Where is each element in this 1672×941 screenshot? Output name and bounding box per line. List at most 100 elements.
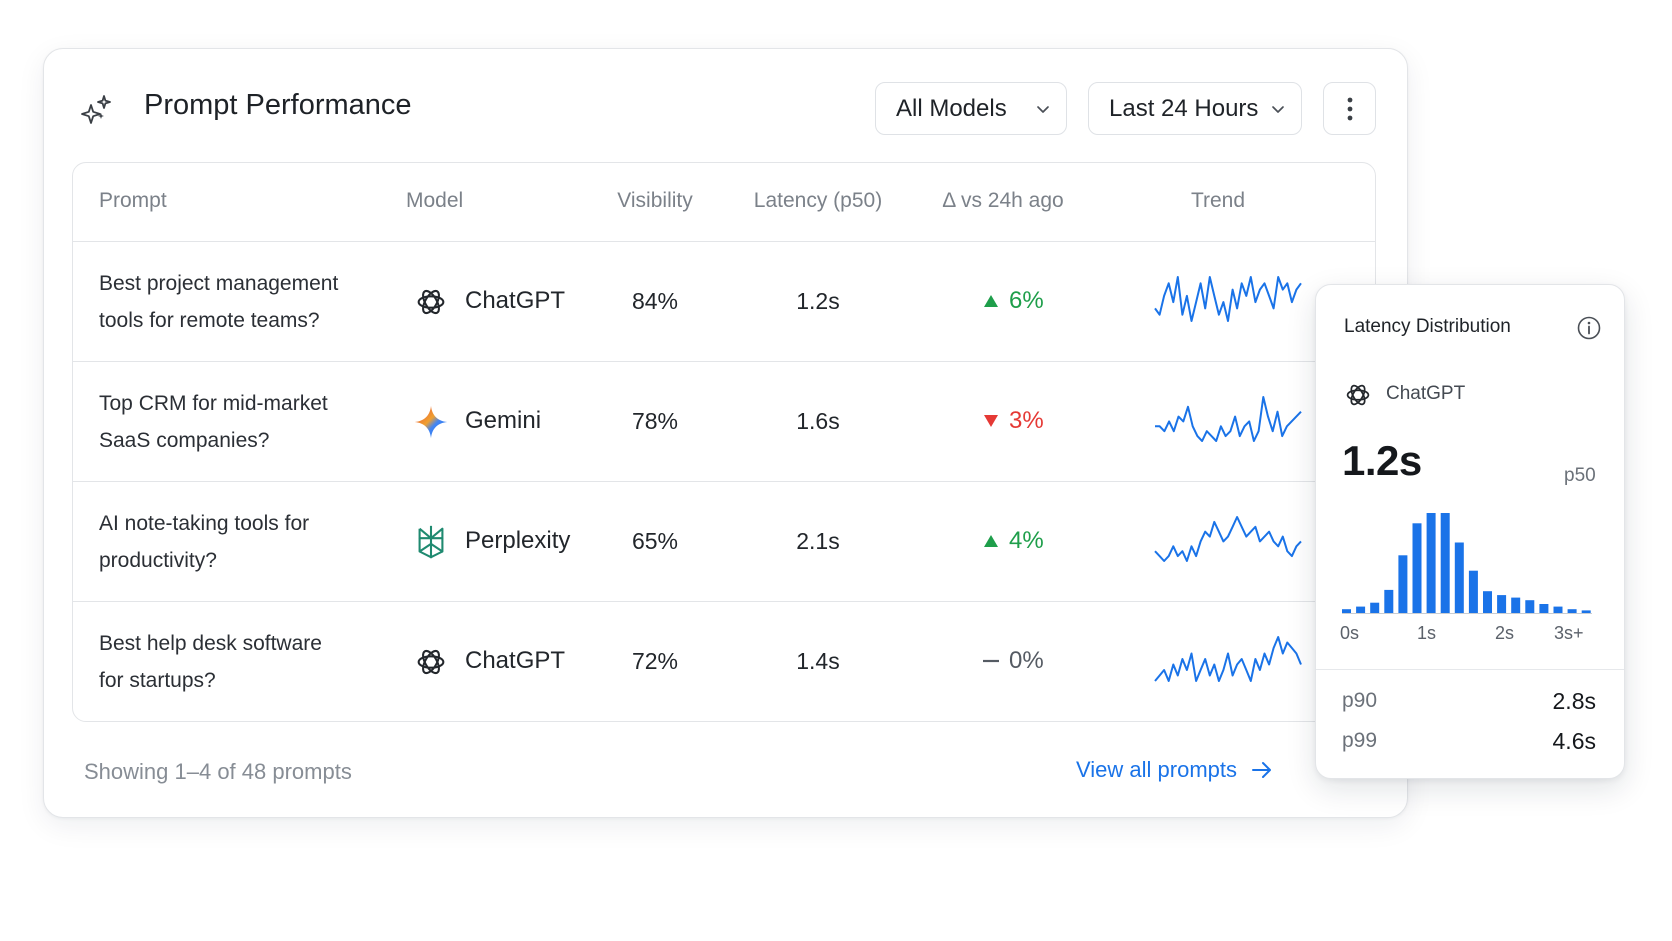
pagination-summary: Showing 1–4 of 48 prompts [84, 759, 352, 784]
histogram-bar [1581, 610, 1591, 613]
p90-label: p90 [1342, 689, 1378, 712]
info-icon[interactable] [1576, 315, 1602, 341]
perplexity-logo-icon [418, 525, 444, 559]
model-name: Perplexity [465, 527, 571, 554]
table-row[interactable]: Best help desk software for startups? Chat… [73, 601, 1375, 721]
histogram-bar [1384, 589, 1394, 613]
sparkline-path [1154, 636, 1302, 682]
table-row[interactable]: AI note-taking tools for productivity? Per… [73, 481, 1375, 602]
popover-model-name: ChatGPT [1386, 383, 1466, 404]
models-dropdown[interactable]: All Models [875, 82, 1067, 135]
latency-value: 1.6s [796, 408, 840, 434]
trend-sparkline [1155, 396, 1302, 442]
trend-sparkline [1154, 276, 1302, 322]
p90-value: 2.8s [1552, 688, 1596, 714]
prompt-text: Best help desk software for startups? [99, 625, 369, 699]
histogram-axis-label-2s: 2s [1495, 623, 1515, 643]
histogram-bar [1567, 609, 1577, 613]
trend-up-icon [984, 295, 998, 307]
chevron-down-icon [1272, 106, 1284, 113]
column-header-latency: Latency (p50) [753, 189, 883, 212]
trend-sparkline [1154, 636, 1302, 682]
prompts-table: Prompt Model Visibility Latency (p50) Δ … [72, 162, 1376, 722]
view-all-prompts-link[interactable]: View all prompts [1076, 757, 1273, 783]
prompt-performance-card: Prompt Performance All Models Last 24 Ho… [43, 48, 1408, 818]
histogram-axis-label-0s: 0s [1340, 623, 1360, 643]
histogram-axis-label-3s-plus: 3s+ [1554, 623, 1584, 643]
popover-title: Latency Distribution [1344, 316, 1511, 337]
latency-histogram [1342, 513, 1592, 614]
sparkles-icon [81, 95, 111, 124]
histogram-bar [1539, 604, 1549, 613]
page-title: Prompt Performance [144, 89, 412, 121]
view-all-prompts-label: View all prompts [1076, 757, 1237, 782]
table-header: Prompt Model Visibility Latency (p50) Δ … [73, 163, 1375, 242]
latency-value: 1.2s [796, 288, 840, 314]
openai-logo-icon [417, 289, 445, 315]
openai-logo-icon [1346, 384, 1370, 406]
histogram-bar [1356, 606, 1366, 613]
prompt-line: Best help desk software [99, 632, 322, 655]
model-name: Gemini [465, 407, 542, 434]
p99-value: 4.6s [1552, 728, 1596, 754]
openai-logo-icon [417, 649, 445, 675]
popover-divider [1316, 669, 1624, 670]
histogram-bar [1426, 513, 1436, 613]
arrow-right-icon [1252, 762, 1271, 778]
sparkline-path [1155, 396, 1302, 442]
latency-value: 1.4s [796, 648, 840, 674]
visibility-value: 72% [631, 648, 679, 674]
prompt-text: Top CRM for mid-market SaaS companies? [99, 385, 369, 459]
prompt-text: AI note-taking tools for productivity? [99, 505, 369, 579]
delta-text: 0% [1009, 647, 1044, 674]
p99-label: p99 [1342, 729, 1378, 752]
chevron-down-icon [1037, 106, 1049, 113]
model-name: ChatGPT [465, 647, 566, 674]
histogram-bar [1497, 595, 1507, 613]
histogram-bar [1398, 555, 1408, 613]
sparkline-path [1154, 516, 1302, 562]
visibility-value: 65% [631, 528, 679, 554]
model-name: ChatGPT [465, 287, 566, 314]
sparkline-path [1154, 276, 1302, 322]
histogram-bar [1412, 523, 1422, 613]
gemini-logo-icon [414, 405, 448, 439]
histogram-bar [1342, 609, 1351, 613]
latency-distribution-popover: Latency Distribution ChatGPT 1.2s p50 0s… [1315, 284, 1625, 779]
histogram-bar [1468, 570, 1478, 613]
trend-flat-icon [983, 659, 999, 663]
histogram-axis-label-1s: 1s [1417, 623, 1437, 643]
histogram-bar [1370, 602, 1380, 613]
prompt-text: Best project management tools for remote … [99, 265, 369, 339]
column-header-visibility: Visibility [617, 189, 693, 212]
column-header-delta: Δ vs 24h ago [942, 189, 1064, 212]
more-options-button[interactable] [1323, 82, 1376, 135]
histogram-bar [1553, 606, 1563, 613]
trend-up-icon [984, 535, 998, 547]
delta-text: 3% [1009, 407, 1044, 434]
popover-latency-value: 1.2s [1342, 437, 1422, 484]
delta-text: 4% [1009, 527, 1044, 554]
column-header-prompt: Prompt [99, 189, 167, 212]
column-header-model: Model [406, 189, 464, 212]
prompt-line: Top CRM for mid-market [99, 392, 328, 415]
prompt-line: SaaS companies? [99, 429, 270, 452]
time-range-dropdown[interactable]: Last 24 Hours [1088, 82, 1302, 135]
delta-value: 3% [983, 407, 1044, 435]
histogram-bar [1483, 591, 1492, 613]
delta-value: 6% [983, 287, 1044, 315]
delta-text: 6% [1009, 287, 1044, 314]
table-row[interactable]: Best project management tools for remote … [73, 241, 1375, 362]
histogram-bar [1511, 597, 1521, 613]
models-dropdown-label: All Models [896, 94, 1007, 122]
histogram-bar [1440, 513, 1450, 613]
histogram-bar [1454, 542, 1464, 613]
delta-value: 0% [983, 647, 1044, 675]
column-header-trend: Trend [1190, 189, 1246, 212]
prompt-line: AI note-taking tools for [99, 512, 310, 535]
more-vertical-icon [1347, 97, 1352, 120]
prompt-line: productivity? [99, 549, 217, 572]
latency-value: 2.1s [796, 528, 840, 554]
visibility-value: 78% [631, 408, 679, 434]
table-row[interactable]: Top CRM for mid-market SaaS companies? Gem… [73, 361, 1375, 482]
